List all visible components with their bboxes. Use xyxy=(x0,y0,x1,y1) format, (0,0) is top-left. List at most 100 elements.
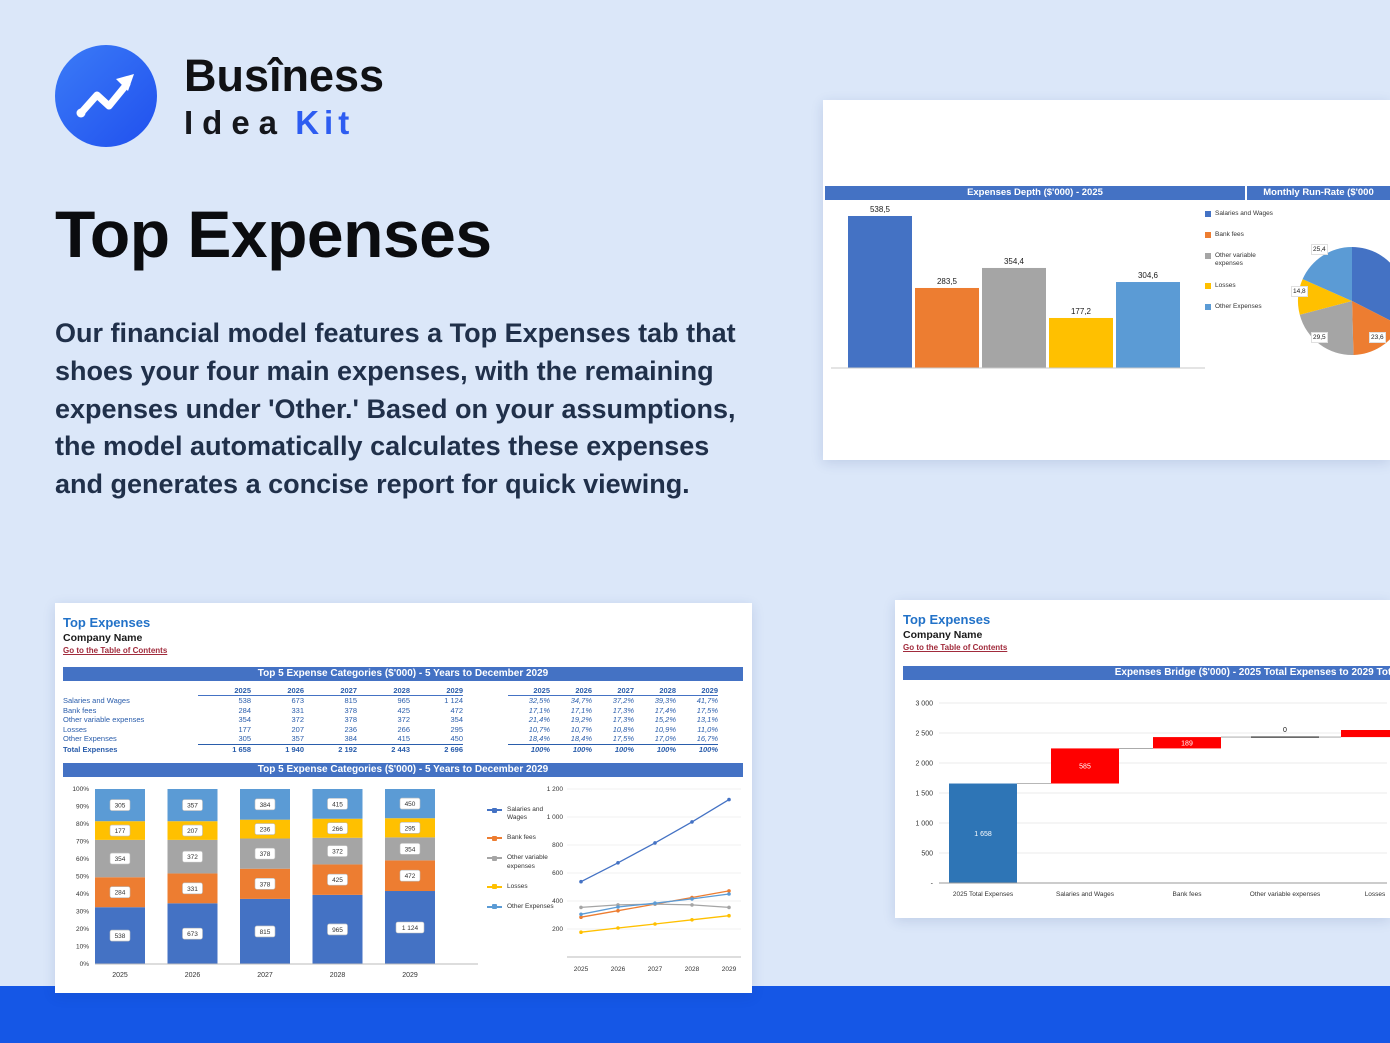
segment-label-box xyxy=(182,824,203,837)
legend-marker-icon xyxy=(1205,253,1211,260)
y-axis-tick: 90% xyxy=(76,804,89,811)
bridge-value-label: 1 658 xyxy=(974,831,992,838)
y-axis-tick: 70% xyxy=(76,839,89,846)
toc-link[interactable]: Go to the Table of Contents xyxy=(63,646,168,655)
table-cell: 17,3% xyxy=(612,705,634,715)
bridge-bar xyxy=(1051,748,1119,784)
bar-value-label: 354,4 xyxy=(1004,257,1025,266)
y-axis-tick: 1 000 xyxy=(547,814,564,821)
trend-arrow-icon xyxy=(55,45,157,147)
segment-label-box xyxy=(254,847,276,860)
segment-value-label: 372 xyxy=(332,849,343,856)
legend-item: Salaries and Wages xyxy=(487,806,559,822)
table-cell: 10,9% xyxy=(654,724,676,734)
legend-item: Losses xyxy=(1205,282,1283,290)
line-marker xyxy=(579,905,583,910)
page-title: Top Expenses xyxy=(55,197,492,271)
depth-bar xyxy=(848,216,912,368)
table-cell: 2028 xyxy=(634,686,676,696)
depth-bar xyxy=(1116,282,1180,368)
line-marker xyxy=(616,926,620,930)
bar-value-label: 538,5 xyxy=(870,205,891,214)
sheet-title: Top Expenses xyxy=(63,615,151,630)
table-cell: 236 xyxy=(344,724,357,734)
segment-label-box xyxy=(399,869,421,882)
x-axis-tick: 2025 xyxy=(112,972,128,979)
line-marker xyxy=(690,820,694,824)
legend-label: Losses xyxy=(1215,281,1236,289)
pie-data-label: 23,6 xyxy=(1369,332,1386,343)
table-cell: 34,7% xyxy=(570,696,592,706)
legend-label: Salaries and Wages xyxy=(1215,210,1273,217)
x-axis-tick: 2027 xyxy=(648,966,663,973)
line-marker xyxy=(727,797,731,802)
segment-label-box xyxy=(109,799,131,811)
y-axis-tick: 1 200 xyxy=(547,786,564,793)
table-cell: 37,2% xyxy=(612,696,634,706)
expenses-depth-bar-chart: 538,5 283,5 354,4 177,2 304,6 xyxy=(831,205,1205,369)
y-axis-tick: - xyxy=(931,881,934,888)
table-cell: 372 xyxy=(291,715,304,725)
legend-item: Other Expenses xyxy=(1205,303,1283,311)
y-axis-tick: 500 xyxy=(921,851,933,858)
segment-value-label: 1 124 xyxy=(402,925,419,932)
table-cell: 17,5% xyxy=(612,734,634,744)
segment-label-box xyxy=(254,878,276,890)
segment-value-label: 372 xyxy=(187,854,198,861)
table-cell: 372 xyxy=(397,715,410,725)
x-axis-tick: 2028 xyxy=(685,966,700,973)
table-cell: 2025 xyxy=(508,686,550,696)
segment-value-label: 384 xyxy=(260,802,271,809)
x-axis-tick: Other variable expenses xyxy=(1250,891,1321,898)
table-cell: 15,2% xyxy=(654,715,676,725)
table-cell: Bank fees xyxy=(63,705,97,715)
table-header: Top 5 Expense Categories ($'000) - 5 Yea… xyxy=(63,667,743,681)
segment-label-box xyxy=(254,823,276,835)
table-cell: 673 xyxy=(291,696,304,706)
y-axis-tick: 0% xyxy=(80,961,90,968)
segment-label-box xyxy=(182,799,203,811)
legend-item: Salaries and Wages xyxy=(1205,210,1283,218)
legend-marker-icon xyxy=(487,884,502,890)
table-cell: 415 xyxy=(397,734,410,744)
legend-marker-icon xyxy=(1205,232,1211,239)
table-row: Bank fees 284 331 378 425 472 17,1% 17,1% 17,3% 1… xyxy=(63,706,743,716)
line-marker xyxy=(616,861,620,865)
segment-value-label: 472 xyxy=(405,873,416,880)
pie-data-label: 29,5 xyxy=(1311,332,1328,343)
line-marker xyxy=(727,889,731,893)
segment-label-box xyxy=(182,882,203,895)
screenshot-expenses-depth: Expenses Depth ($'000) - 2025 Monthly Ru… xyxy=(823,100,1390,460)
legend-label: Other variable expenses xyxy=(507,854,548,870)
y-axis-tick: 2 500 xyxy=(915,731,933,738)
legend-item: Bank fees xyxy=(487,834,559,842)
brand-word-idea: Idea xyxy=(184,104,287,141)
table-row: Other variable expenses 354 372 378 372 354 21… xyxy=(63,715,743,725)
table-cell: 13,1% xyxy=(696,715,718,725)
table-cell: 357 xyxy=(291,734,304,744)
expense-table: 2025 2026 2027 2028 2029 2025 2026 2027 2028 2029… xyxy=(63,685,743,755)
legend-label: Bank fees xyxy=(507,834,536,842)
table-cell: 2027 xyxy=(304,686,357,696)
y-axis-tick: 800 xyxy=(552,842,563,849)
pie-data-label: 25,4 xyxy=(1311,244,1328,255)
segment-value-label: 450 xyxy=(405,801,416,808)
page-description: Our financial model features a Top Expen… xyxy=(55,318,736,500)
y-axis-tick: 3 000 xyxy=(915,701,933,708)
segment-label-box xyxy=(109,824,131,837)
table-cell: Total Expenses xyxy=(63,744,118,754)
segment-value-label: 236 xyxy=(260,827,271,834)
table-cell: 2 696 xyxy=(410,744,463,754)
bar-value-label: 283,5 xyxy=(937,277,958,286)
segment-label-box xyxy=(327,873,348,886)
table-cell: 17,4% xyxy=(654,705,676,715)
segment-value-label: 378 xyxy=(260,851,271,858)
table-cell: 100% xyxy=(508,744,550,754)
line-marker xyxy=(727,905,731,910)
table-cell: 2025 xyxy=(198,686,251,696)
toc-link[interactable]: Go to the Table of Contents xyxy=(903,643,1008,652)
table-cell: 472 xyxy=(450,705,463,715)
legend-label: Losses xyxy=(507,882,528,890)
table-cell: 266 xyxy=(397,724,410,734)
table-cell: 384 xyxy=(344,734,357,744)
